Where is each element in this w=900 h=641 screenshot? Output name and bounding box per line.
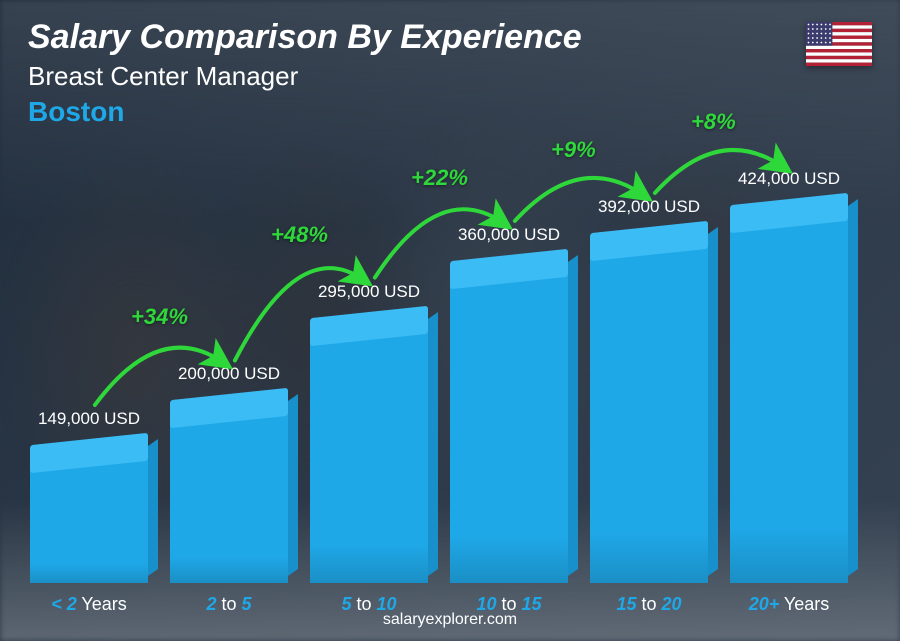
growth-arrow: [375, 209, 503, 277]
us-flag-icon: [806, 22, 872, 66]
source-credit: salaryexplorer.com: [0, 611, 900, 629]
arrows-layer: [30, 143, 860, 583]
growth-arrow: [655, 150, 783, 193]
job-title: Breast Center Manager: [28, 61, 582, 92]
salary-bar-chart: 149,000 USD< 2 Years200,000 USD2 to 5295…: [30, 143, 860, 583]
growth-arrow: [235, 268, 363, 360]
growth-arrow: [95, 348, 223, 405]
page-title: Salary Comparison By Experience: [28, 18, 582, 57]
growth-pct-label: +8%: [691, 109, 736, 135]
location: Boston: [28, 96, 582, 128]
header: Salary Comparison By Experience Breast C…: [28, 18, 582, 128]
growth-arrow: [515, 178, 643, 221]
